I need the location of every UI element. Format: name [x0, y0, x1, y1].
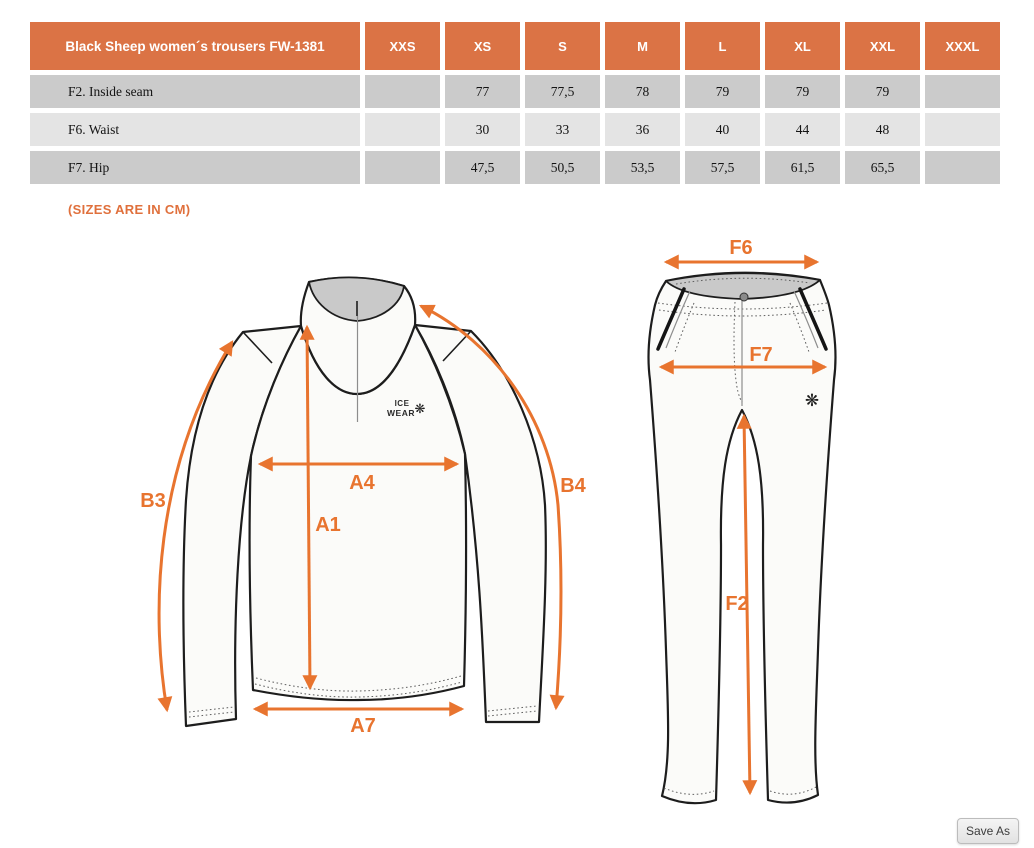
value-cell: 61,5: [765, 151, 840, 184]
measure-label-b4: B4: [560, 475, 586, 497]
value-cell: [925, 151, 1000, 184]
header-cell-xxl: XXL: [845, 22, 920, 70]
header-cell-xl: XL: [765, 22, 840, 70]
shirt-drawing: ICE WEAR ❋ B3 A4 A1 B4 A7: [140, 276, 587, 737]
value-cell: 57,5: [685, 151, 760, 184]
trousers-drawing: ❋ F6 F7 F2: [647, 237, 837, 805]
value-cell: [365, 113, 440, 146]
measure-arrow-f2: [736, 413, 758, 796]
value-cell: 77: [445, 75, 520, 108]
shirt-snowflake-icon: ❋: [415, 402, 426, 417]
measure-arrow-b4: [418, 304, 565, 711]
header-cell-xxs: XXS: [365, 22, 440, 70]
table-title: Black Sheep women´s trousers FW-1381: [30, 22, 360, 70]
header-cell-xs: XS: [445, 22, 520, 70]
waistband-stitching: [658, 309, 827, 317]
fly-stitching: [733, 301, 743, 403]
measure-label-f7: F7: [749, 344, 772, 366]
header-cell-m: M: [605, 22, 680, 70]
value-cell: 33: [525, 113, 600, 146]
shirt-logo-line1: ICE: [395, 399, 410, 408]
waist-button: [739, 292, 749, 302]
left-pocket-edge: [665, 290, 691, 349]
value-cell: [925, 75, 1000, 108]
measure-label-f2: F2: [725, 593, 748, 615]
value-cell: 53,5: [605, 151, 680, 184]
size-chart-table: Black Sheep women´s trousers FW-1381 XXS…: [30, 22, 1000, 184]
value-cell: 78: [605, 75, 680, 108]
value-cell: [365, 151, 440, 184]
measure-label-a7: A7: [350, 715, 376, 737]
trousers-snowflake-icon: ❋: [805, 391, 819, 411]
right-pocket-opening: [798, 287, 828, 351]
leg-hem-stitching: [663, 787, 715, 795]
pocket-stitching: [789, 302, 810, 353]
measure-label-a4: A4: [349, 472, 375, 494]
value-cell: 48: [845, 113, 920, 146]
value-cell: [925, 113, 1000, 146]
trousers-body: [647, 271, 837, 805]
value-cell: 36: [605, 113, 680, 146]
shirt-seam: [242, 331, 273, 364]
header-cell-s: S: [525, 22, 600, 70]
value-cell: 44: [765, 113, 840, 146]
shirt-logo-line2: WEAR: [387, 408, 415, 418]
header-cell-xxxl: XXXL: [925, 22, 1000, 70]
measure-label-b3: B3: [140, 490, 166, 512]
sizes-in-cm-note: (SIZES ARE IN CM): [68, 202, 191, 217]
row-label-inside-seam: F2. Inside seam: [30, 75, 360, 108]
value-cell: 40: [685, 113, 760, 146]
value-cell: 30: [445, 113, 520, 146]
measure-label-f6: F6: [729, 237, 752, 259]
header-cell-l: L: [685, 22, 760, 70]
right-pocket-edge: [793, 290, 819, 349]
shirt-collar-inside: [308, 276, 405, 322]
measure-arrow-b3: [157, 340, 234, 713]
value-cell: 47,5: [445, 151, 520, 184]
left-pocket-opening: [656, 287, 686, 351]
measure-arrow-a1: [299, 324, 318, 691]
value-cell: 65,5: [845, 151, 920, 184]
value-cell: 79: [765, 75, 840, 108]
pocket-stitching: [674, 302, 695, 353]
value-cell: 79: [685, 75, 760, 108]
save-as-button[interactable]: Save As: [957, 818, 1019, 844]
leg-hem-stitching: [769, 786, 817, 795]
row-label-waist: F6. Waist: [30, 113, 360, 146]
row-label-hip: F7. Hip: [30, 151, 360, 184]
value-cell: 79: [845, 75, 920, 108]
measure-label-a1: A1: [315, 514, 341, 536]
value-cell: 77,5: [525, 75, 600, 108]
value-cell: [365, 75, 440, 108]
value-cell: 50,5: [525, 151, 600, 184]
